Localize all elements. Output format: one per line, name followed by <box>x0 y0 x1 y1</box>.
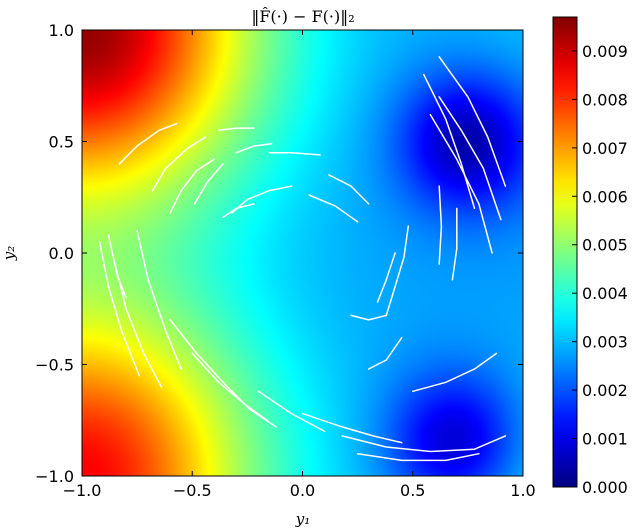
colorbar-tick-label: 0.001 <box>582 430 628 449</box>
y-tick-label: 1.0 <box>49 21 74 40</box>
streamline <box>222 203 255 219</box>
y-tick-label: 0.5 <box>49 133 74 152</box>
streamline <box>385 225 410 317</box>
colorbar-frame <box>552 16 578 488</box>
streamline <box>438 56 507 187</box>
x-tick-label: −0.5 <box>173 481 212 500</box>
colorbar-tick-label: 0.003 <box>582 333 628 352</box>
colorbar-axis: 0.000 0.001 0.002 0.003 0.004 0.005 0.006 0.007… <box>572 42 628 497</box>
streamline <box>328 174 370 205</box>
streamline <box>151 136 207 192</box>
streamline <box>107 234 127 299</box>
colorbar-tick-label: 0.002 <box>582 381 628 400</box>
x-tick-label: 0.0 <box>290 481 315 500</box>
streamline <box>169 319 277 428</box>
colorbar-tick-label: 0.007 <box>582 139 628 158</box>
streamline <box>350 314 388 321</box>
streamline <box>412 352 498 393</box>
streamline <box>257 390 326 433</box>
x-axis-label: y₁ <box>295 510 311 528</box>
colorbar-tick-label: 0.000 <box>582 478 628 497</box>
streamline <box>193 163 224 205</box>
chart-title: ‖F̂(·) − F(·)‖₂ <box>251 7 354 26</box>
y-axis-label: y₂ <box>0 246 18 262</box>
streamline <box>217 127 255 132</box>
colorbar-gradient <box>553 17 577 487</box>
colorbar-tick-label: 0.006 <box>582 187 628 206</box>
y-tick-label: 0.0 <box>49 244 74 263</box>
y-tick-label: −0.5 <box>35 356 74 375</box>
streamline <box>98 241 141 377</box>
colorbar-tick-label: 0.009 <box>582 42 628 61</box>
streamline <box>367 336 403 370</box>
colorbar-tick-label: 0.004 <box>582 284 628 303</box>
streamline <box>451 207 458 281</box>
streamline <box>114 263 163 388</box>
streamline <box>429 113 493 254</box>
streamline <box>438 185 443 265</box>
y-axis: −1.0 −0.5 0.0 0.5 1.0 <box>35 21 523 486</box>
x-tick-label: −1.0 <box>63 481 102 500</box>
streamline <box>268 151 321 156</box>
colorbar-tick-label: 0.005 <box>582 236 628 255</box>
x-tick-label: 1.0 <box>510 481 535 500</box>
heatmap-field <box>82 30 523 476</box>
streamline <box>231 185 293 214</box>
streamline <box>423 73 476 210</box>
x-tick-label: 0.5 <box>400 481 425 500</box>
streamline <box>235 142 273 154</box>
streamline <box>341 435 507 453</box>
colorbar-tick-label: 0.008 <box>582 90 628 109</box>
streamline <box>438 96 502 221</box>
streamlines-group <box>98 56 507 462</box>
x-axis: −1.0 −0.5 0.0 0.5 1.0 <box>63 30 536 500</box>
streamline <box>118 122 178 165</box>
y-tick-label: −1.0 <box>35 467 74 486</box>
streamline <box>356 452 480 462</box>
streamline <box>376 252 396 303</box>
streamline <box>308 194 359 223</box>
streamline <box>301 412 403 444</box>
streamline <box>191 352 268 422</box>
streamline <box>169 158 216 214</box>
streamline <box>136 229 182 370</box>
